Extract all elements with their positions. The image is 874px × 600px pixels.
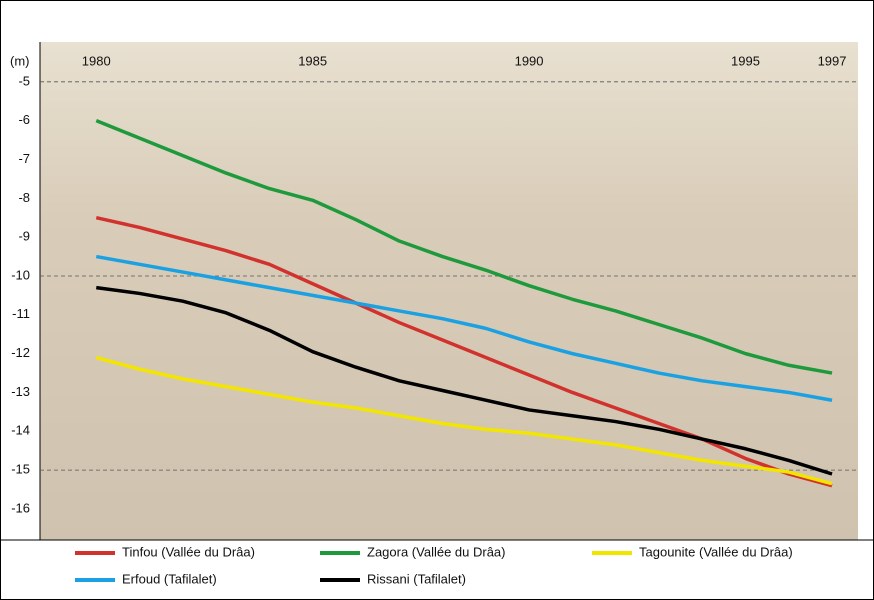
x-tick-label: 1990 <box>515 53 544 68</box>
photo-background <box>40 42 858 540</box>
series-line <box>95 254 833 402</box>
legend-label: Tinfou (Vallée du Drâa) <box>122 544 255 559</box>
y-axis-label: (m) <box>10 53 30 68</box>
y-tick-label: -16 <box>11 500 30 515</box>
y-tick-label: -14 <box>11 423 30 438</box>
y-tick-label: -15 <box>11 462 30 477</box>
y-tick-label: -8 <box>18 190 30 205</box>
legend-label: Zagora (Vallée du Drâa) <box>367 544 506 559</box>
y-tick-label: -12 <box>11 345 30 360</box>
series-line <box>96 285 833 476</box>
y-tick-label: -7 <box>18 151 30 166</box>
y-tick-label: -10 <box>11 267 30 282</box>
series-line <box>95 355 833 486</box>
series-line <box>95 119 833 375</box>
legend-label: Tagounite (Vallée du Drâa) <box>639 544 793 559</box>
y-tick-label: -11 <box>12 306 30 321</box>
x-tick-label: 1980 <box>82 53 111 68</box>
y-tick-label: -9 <box>18 229 30 244</box>
x-tick-label: 1985 <box>298 53 327 68</box>
y-tick-label: -13 <box>11 384 30 399</box>
legend-label: Erfoud (Tafilalet) <box>122 571 217 586</box>
y-tick-label: -5 <box>18 73 30 88</box>
x-tick-label: 1997 <box>818 53 847 68</box>
y-tick-label: -6 <box>18 112 30 127</box>
x-tick-label: 1995 <box>731 53 760 68</box>
legend-label: Rissani (Tafilalet) <box>367 571 466 586</box>
